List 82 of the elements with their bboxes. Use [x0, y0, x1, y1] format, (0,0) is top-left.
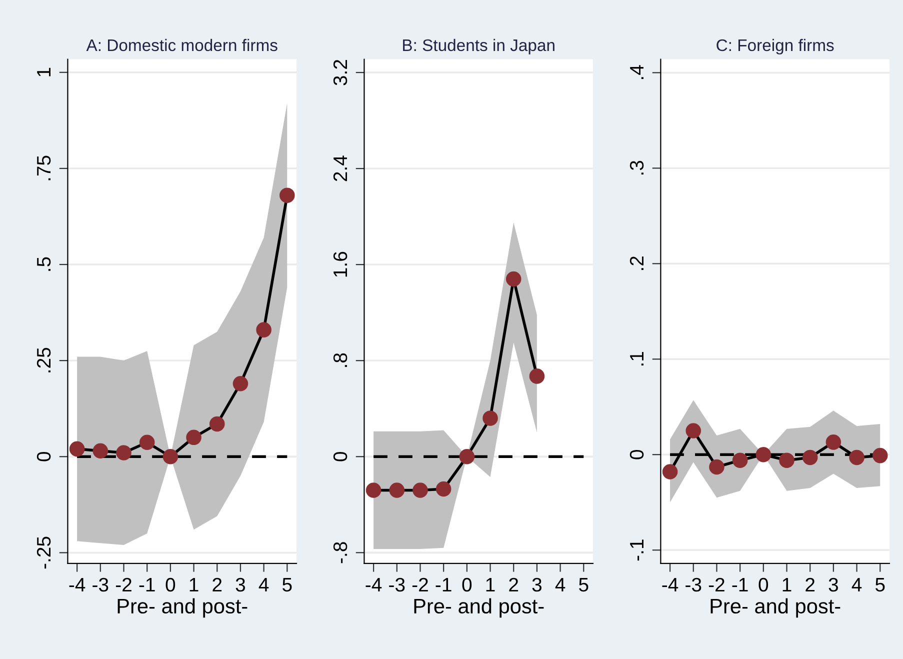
- x-tick-label: 3: [828, 578, 838, 592]
- point: [802, 450, 818, 466]
- y-tick-label: .4: [630, 65, 644, 80]
- point: [280, 188, 295, 203]
- x-tick-label: 0: [462, 578, 472, 592]
- x-tick-label: 4: [852, 578, 862, 592]
- x-tick-label: 4: [555, 578, 566, 592]
- chart-title: C: Foreign firms: [716, 38, 834, 54]
- y-tick-label: 0: [630, 450, 644, 460]
- x-tick-label: 3: [236, 578, 246, 592]
- point: [436, 481, 452, 497]
- y-tick-label: 3.2: [333, 60, 348, 86]
- y-tick-label: 0: [333, 452, 348, 462]
- point: [709, 459, 724, 475]
- x-tick-label: -4: [69, 578, 86, 592]
- x-tick-label: 2: [509, 578, 518, 592]
- x-tick-label: 4: [258, 578, 269, 592]
- point: [366, 482, 382, 498]
- x-tick-label: 0: [758, 578, 768, 592]
- y-tick-label: .3: [630, 160, 644, 174]
- x-tick-label: -3: [92, 578, 108, 592]
- x-tick-label: 2: [212, 578, 222, 592]
- point: [389, 482, 405, 498]
- point: [849, 450, 864, 466]
- y-tick-label: .5: [37, 257, 51, 271]
- point: [756, 446, 772, 462]
- y-tick-label: 1: [37, 68, 50, 76]
- x-tick-label: 5: [579, 578, 588, 592]
- y-tick-label: .8: [333, 353, 348, 367]
- point: [116, 445, 132, 460]
- x-tick-label: -1: [139, 578, 155, 592]
- x-tick-label: 1: [190, 578, 198, 592]
- x-tick-label: -1: [732, 578, 748, 592]
- x-tick-label: 1: [782, 578, 792, 592]
- point: [162, 448, 178, 464]
- point: [482, 410, 498, 426]
- point: [662, 464, 678, 480]
- x-tick-label: 5: [875, 578, 885, 592]
- y-tick-label: .75: [37, 156, 51, 180]
- x-tick-label: -1: [436, 578, 452, 592]
- point: [412, 482, 428, 498]
- chart-title: B: Students in Japan: [403, 38, 554, 54]
- point: [256, 322, 272, 338]
- x-tick-label: -2: [116, 578, 132, 592]
- x-tick-label: -2: [412, 578, 428, 592]
- x-tick-label: 3: [532, 578, 542, 592]
- x-tick-label: -4: [662, 578, 678, 592]
- x-tick-label: 0: [166, 578, 176, 592]
- point: [506, 271, 522, 287]
- chart-title: A: Domestic modern firms: [86, 38, 278, 52]
- x-axis-title: Pre- and post-: [710, 598, 840, 618]
- y-tick-label: .2: [630, 256, 644, 270]
- point: [186, 430, 202, 446]
- x-tick-label: -3: [686, 578, 702, 592]
- point: [732, 452, 748, 468]
- y-tick-label: .25: [36, 348, 51, 372]
- point: [69, 441, 85, 457]
- point: [872, 448, 888, 464]
- y-tick-label: .1: [630, 352, 644, 366]
- y-tick-label: 2.4: [333, 156, 347, 182]
- y-tick-label: -.1: [630, 540, 644, 561]
- x-tick-label: -3: [389, 578, 405, 592]
- point: [139, 434, 155, 450]
- point: [826, 434, 842, 450]
- point: [232, 376, 248, 392]
- x-tick-label: -2: [708, 578, 724, 592]
- x-axis-title: Pre- and post-: [414, 598, 544, 618]
- x-tick-label: -4: [366, 578, 382, 592]
- point: [209, 416, 225, 432]
- x-tick-label: 2: [806, 578, 815, 592]
- y-tick-label: 0: [36, 452, 51, 462]
- point: [92, 443, 108, 458]
- point: [459, 448, 475, 464]
- point: [779, 452, 794, 468]
- x-tick-label: 5: [282, 578, 292, 592]
- y-tick-label: 1.6: [333, 252, 348, 277]
- x-axis-title: Pre- and post-: [118, 598, 248, 618]
- point: [686, 423, 702, 438]
- x-tick-label: 1: [486, 578, 495, 592]
- point: [529, 368, 545, 384]
- y-tick-label: -.25: [36, 536, 51, 569]
- y-tick-label: -.8: [333, 542, 348, 564]
